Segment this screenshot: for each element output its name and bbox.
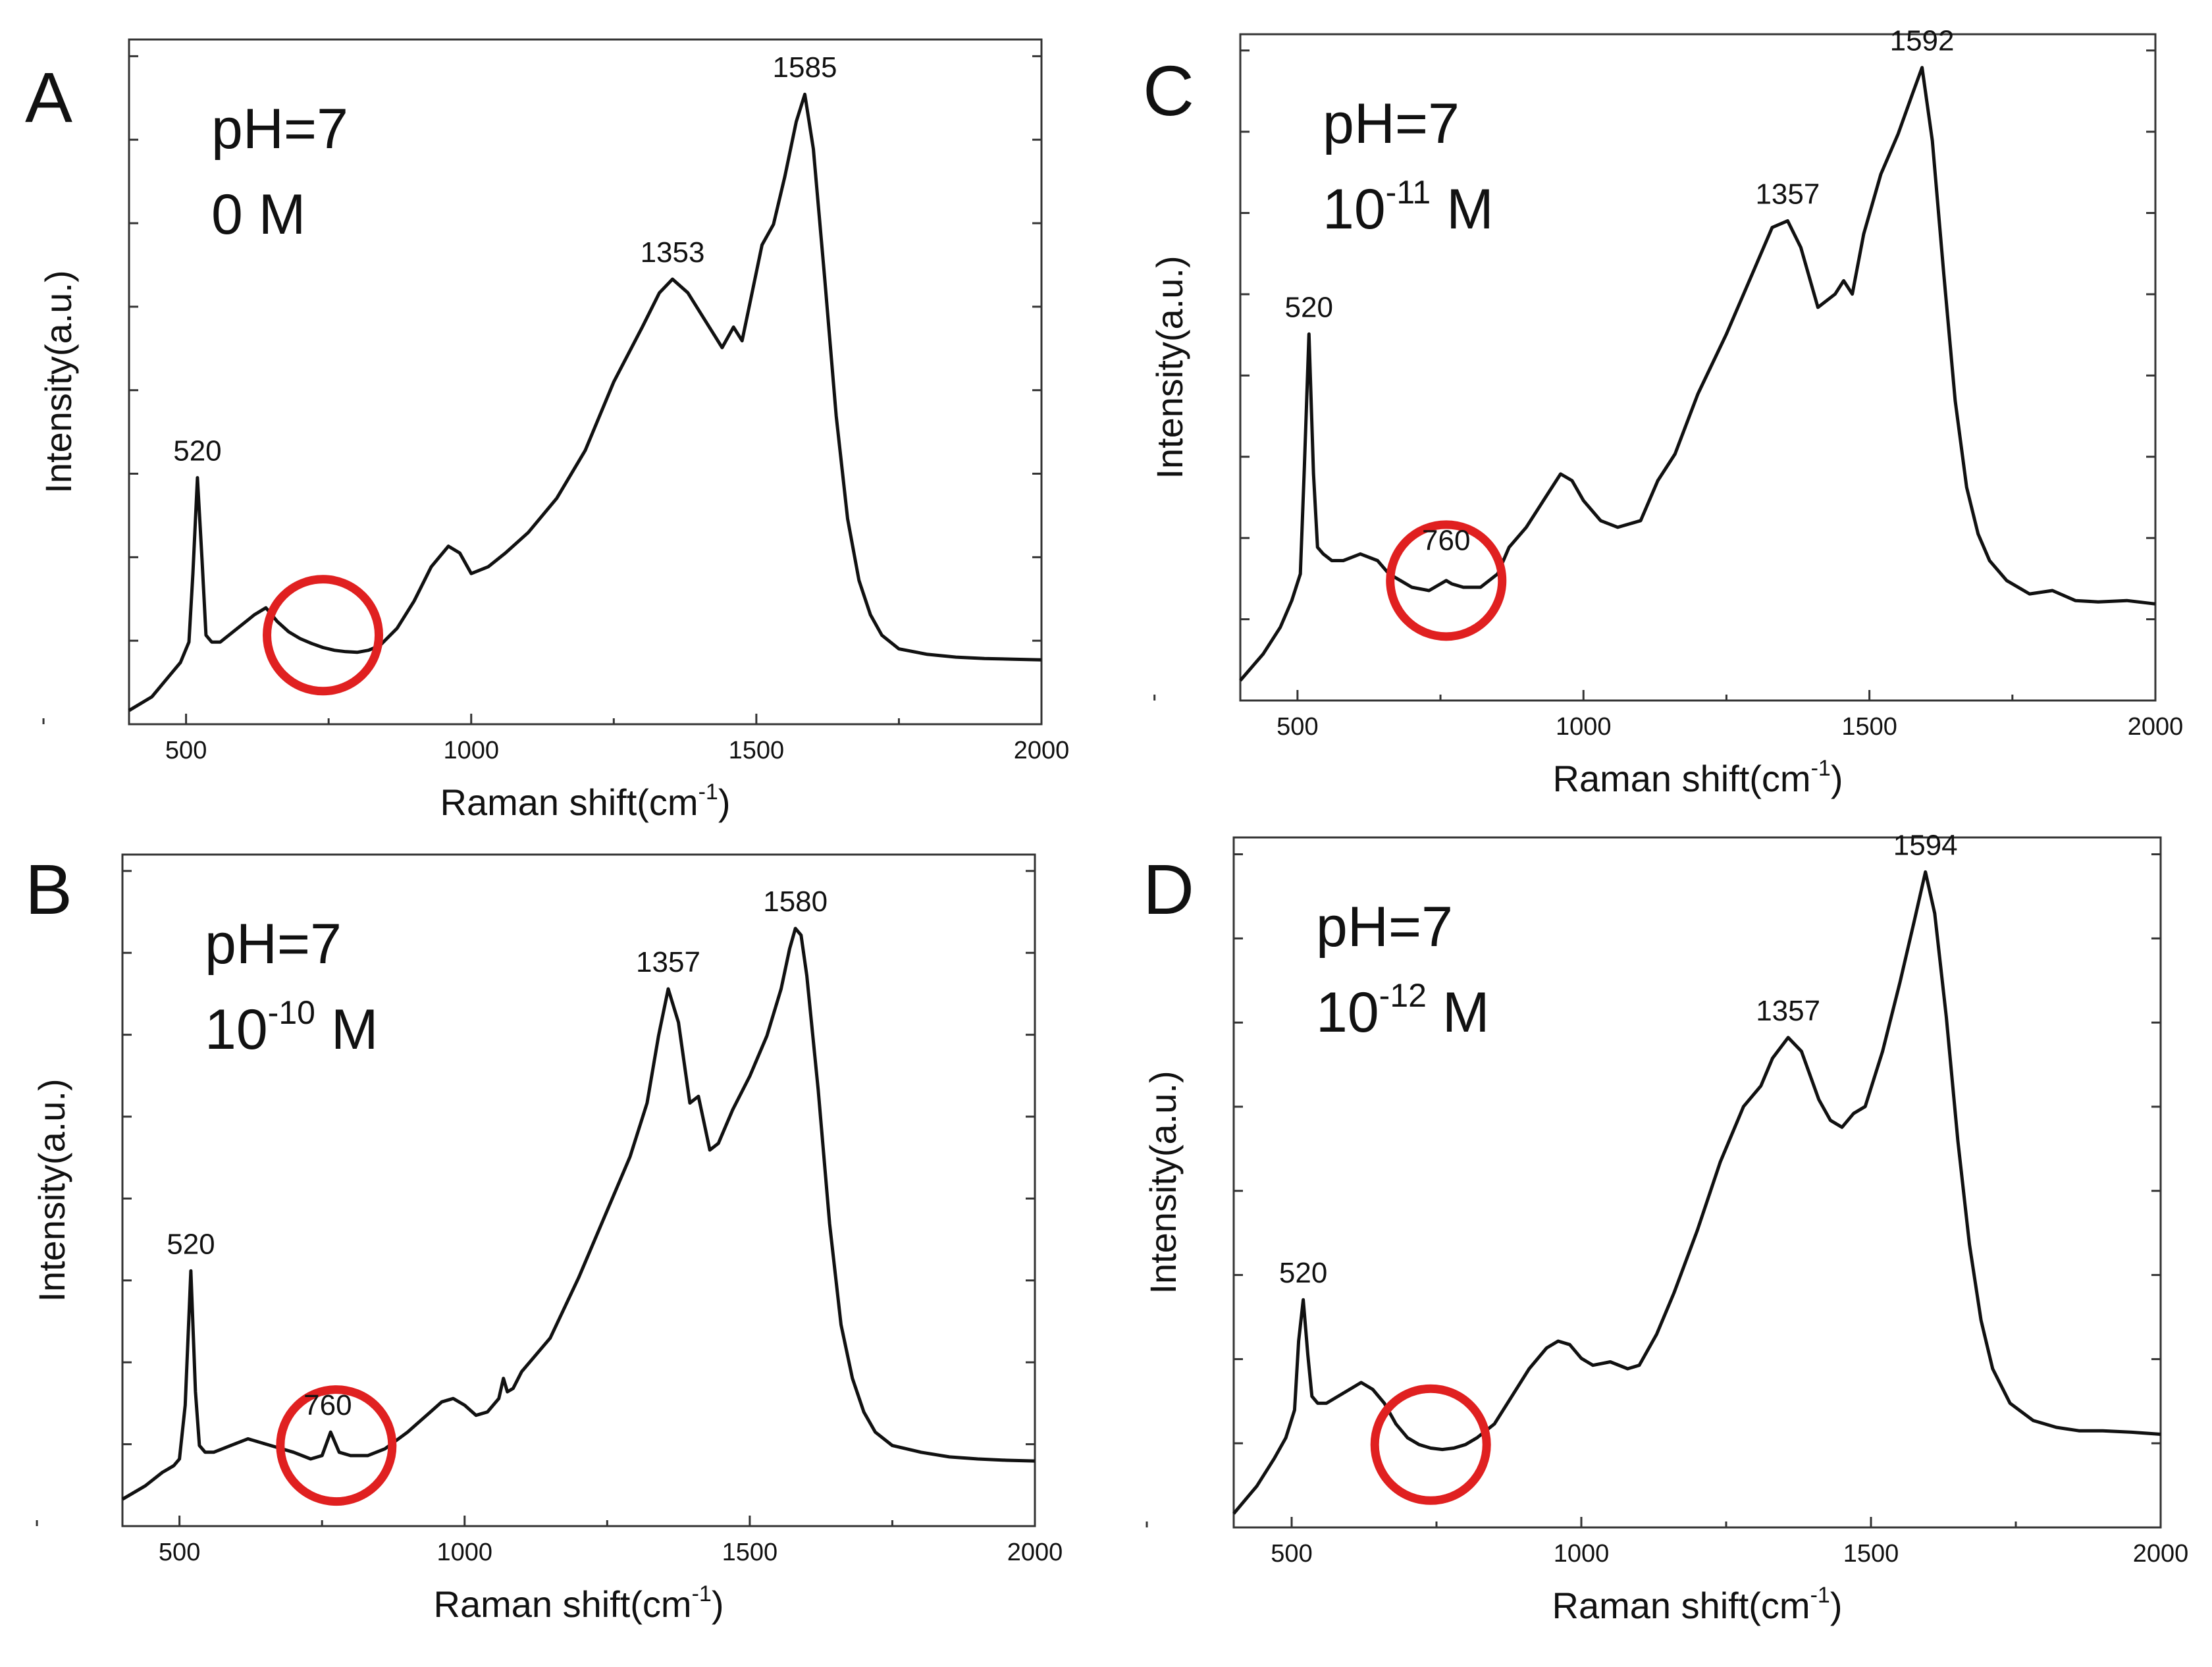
plot-frame — [1232, 836, 2162, 1529]
y-axis-title: Intensity(a.u.) — [1142, 1071, 1184, 1294]
x-tick-label: 2000 — [2128, 713, 2184, 741]
highlight-circle — [1370, 1384, 1491, 1505]
ph-label: pH=7 — [1323, 92, 1460, 155]
x-tick-label: 500 — [159, 1539, 200, 1566]
peak-label: 520 — [1285, 291, 1333, 323]
peak-label: 520 — [173, 435, 221, 467]
spectrum-line — [1239, 66, 2156, 682]
x-tick-label: 1500 — [1841, 713, 1897, 741]
x-tick-label: 1000 — [1556, 713, 1612, 741]
highlight-circle — [263, 575, 384, 696]
x-tick-label: 1500 — [1843, 1540, 1899, 1568]
panel-letter: B — [25, 849, 72, 929]
y-axis-title: Intensity(a.u.) — [38, 270, 79, 493]
plot-frame — [128, 38, 1043, 726]
x-axis-title: Raman shift(cm-1) — [1553, 756, 1843, 799]
concentration-label: 10-11 M — [1323, 174, 1494, 241]
ph-label: pH=7 — [211, 97, 348, 161]
highlight-circle — [1386, 520, 1507, 641]
x-tick-label: 2000 — [1007, 1539, 1063, 1566]
x-tick-label: 500 — [1271, 1540, 1312, 1568]
peak-label: 1357 — [1755, 178, 1820, 210]
panel-D: 500 1000 1500 2000 520 1357 1594 D pH=7 10-12 M Ra… — [1142, 829, 2188, 1626]
x-axis-title: Raman shift(cm-1) — [1552, 1583, 1843, 1626]
x-tick-label: 1000 — [436, 1539, 492, 1566]
x-tick-label: 1500 — [722, 1539, 778, 1566]
x-axis-title: Raman shift(cm-1) — [434, 1581, 724, 1625]
spectrum-line — [1232, 870, 2161, 1515]
ph-label: pH=7 — [1316, 895, 1453, 959]
x-tick-label: 2000 — [1014, 737, 1070, 764]
highlight-circle — [276, 1385, 397, 1506]
peak-label: 1594 — [1893, 829, 1958, 861]
x-axis-title: Raman shift(cm-1) — [440, 780, 731, 823]
peak-label: 1585 — [773, 51, 837, 84]
peak-label: 1357 — [1756, 995, 1820, 1027]
x-tick-label: 1000 — [1554, 1540, 1610, 1568]
peak-label: 1592 — [1890, 25, 1955, 57]
panel-C: 500 1000 1500 2000 520 760 1357 1592 C pH=7 10-11 … — [1143, 25, 2183, 799]
plot-frame — [121, 853, 1036, 1527]
spectrum-line — [128, 92, 1042, 712]
concentration-label: 10-12 M — [1316, 977, 1489, 1044]
peak-label: 1580 — [763, 886, 828, 918]
panel-letter: D — [1143, 849, 1194, 929]
spectrum-line — [121, 926, 1036, 1501]
ph-label: pH=7 — [205, 913, 342, 976]
concentration-label: 10-10 M — [205, 994, 378, 1061]
x-tick-label: 500 — [1277, 713, 1318, 741]
peak-label: 1357 — [636, 946, 700, 978]
peak-label: 760 — [303, 1389, 352, 1421]
x-tick-label: 1000 — [443, 737, 499, 764]
peak-label: 1353 — [641, 236, 705, 269]
panel-A: 500 1000 1500 2000 520 1353 1585 A pH=7 0 M Raman … — [25, 38, 1070, 823]
panel-B: 500 1000 1500 2000 520 760 1357 1580 BpH=7 10-10 … — [25, 849, 1063, 1625]
x-tick-label: 500 — [165, 737, 207, 764]
panel-letter: A — [25, 57, 72, 137]
peak-label: 520 — [1279, 1257, 1327, 1289]
plot-frame — [1239, 33, 2157, 702]
peak-label: 760 — [1422, 525, 1470, 557]
x-tick-label: 2000 — [2133, 1540, 2189, 1568]
x-tick-label: 1500 — [729, 737, 785, 764]
y-axis-title: Intensity(a.u.) — [31, 1078, 72, 1302]
panel-letter: C — [1143, 51, 1194, 130]
concentration-label: 0 M — [211, 183, 305, 246]
peak-label: 520 — [167, 1228, 215, 1260]
y-axis-title: Intensity(a.u.) — [1149, 255, 1190, 479]
